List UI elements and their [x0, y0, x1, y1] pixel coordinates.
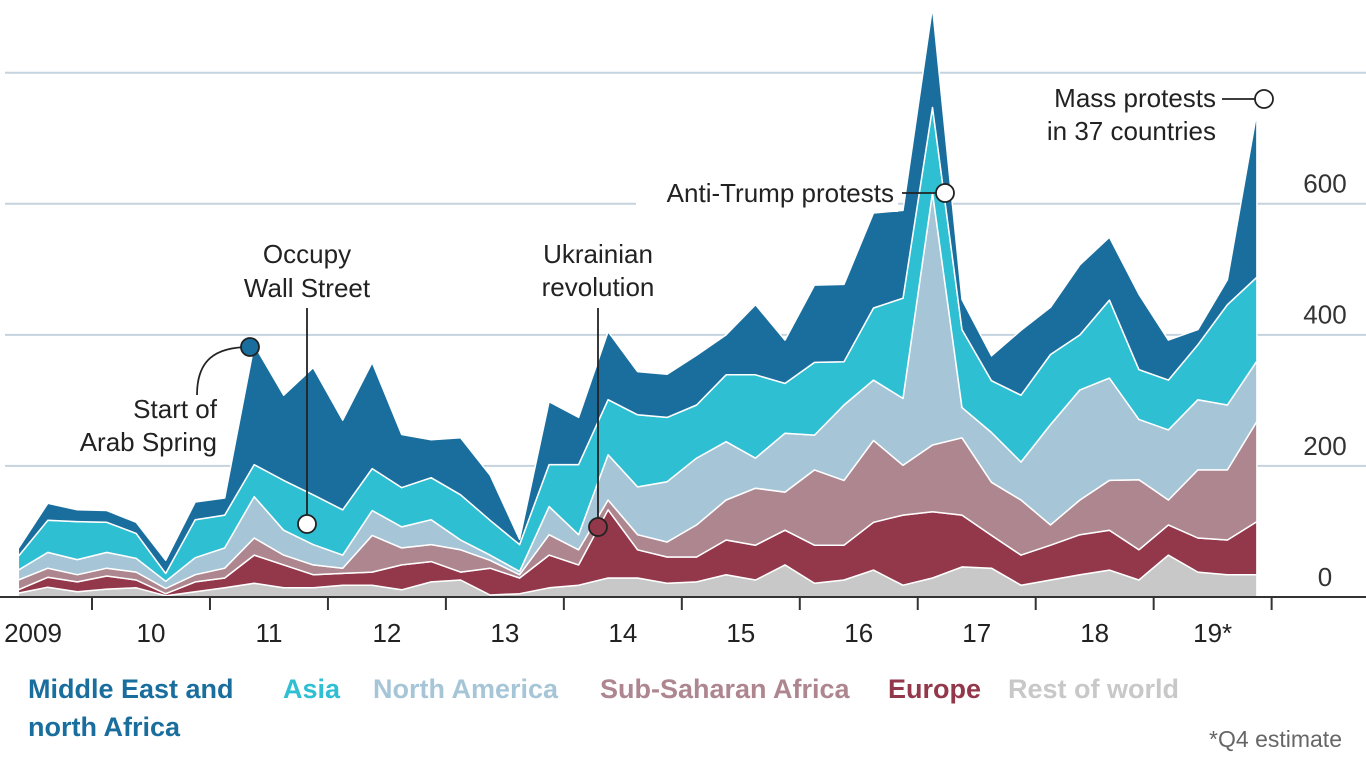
annotation: Occupy: [263, 239, 351, 269]
annotation-dot: [240, 337, 260, 357]
legend-entry: Sub-Saharan Africa: [600, 674, 850, 704]
axes: 0 200 400 600 2009 10 11 12 13 14 15 16 17 18 19*: [0, 169, 1366, 648]
y-tick-label: 600: [1303, 169, 1346, 199]
y-tick-label: 200: [1303, 431, 1346, 461]
x-tick-label: 14: [608, 618, 637, 648]
annotation: Arab Spring: [80, 427, 217, 457]
x-tick-label: 16: [844, 618, 873, 648]
annotation-bg: [636, 176, 898, 212]
annotation: Anti-Trump protests: [667, 178, 894, 208]
annotation: in 37 countries: [1047, 116, 1216, 146]
annotation: Start of: [133, 394, 218, 424]
annotation-dot: [935, 183, 955, 203]
y-tick-label: 0: [1318, 562, 1332, 592]
annotation: Mass protests: [1054, 83, 1216, 113]
legend-entry: North America: [373, 674, 559, 704]
y-tick-label: 400: [1303, 300, 1346, 330]
legend-entry: Asia: [283, 674, 341, 704]
x-tick-label: 18: [1080, 618, 1109, 648]
legend-entry: Europe: [888, 674, 982, 704]
legend-entry: Middle East and north Africa: [28, 674, 234, 742]
x-tick-label: 19*: [1193, 618, 1232, 648]
area: [17, 6, 1258, 575]
annotation-dot: [1254, 89, 1274, 109]
legend-entry: Rest of world: [1008, 674, 1180, 704]
leader: [196, 346, 251, 396]
annotation: revolution: [542, 272, 655, 302]
annotation-dot: [588, 517, 608, 537]
x-tick-label: 11: [255, 618, 282, 648]
annotation-dot: [297, 514, 317, 534]
annotation: Ukrainian: [543, 239, 653, 269]
annotations: Start of Arab Spring Occupy Wall Street …: [80, 83, 1274, 537]
x-tick-label: 15: [726, 618, 755, 648]
x-tick-label: 10: [137, 618, 166, 648]
areas: [17, 6, 1258, 598]
x-tick-label: 2009: [4, 618, 62, 648]
annotation: Wall Street: [244, 273, 371, 303]
x-tick-label: 12: [372, 618, 401, 648]
x-tick-label: 17: [962, 618, 991, 648]
footnote: *Q4 estimate: [1209, 726, 1342, 752]
x-tick-label: 13: [490, 618, 519, 648]
